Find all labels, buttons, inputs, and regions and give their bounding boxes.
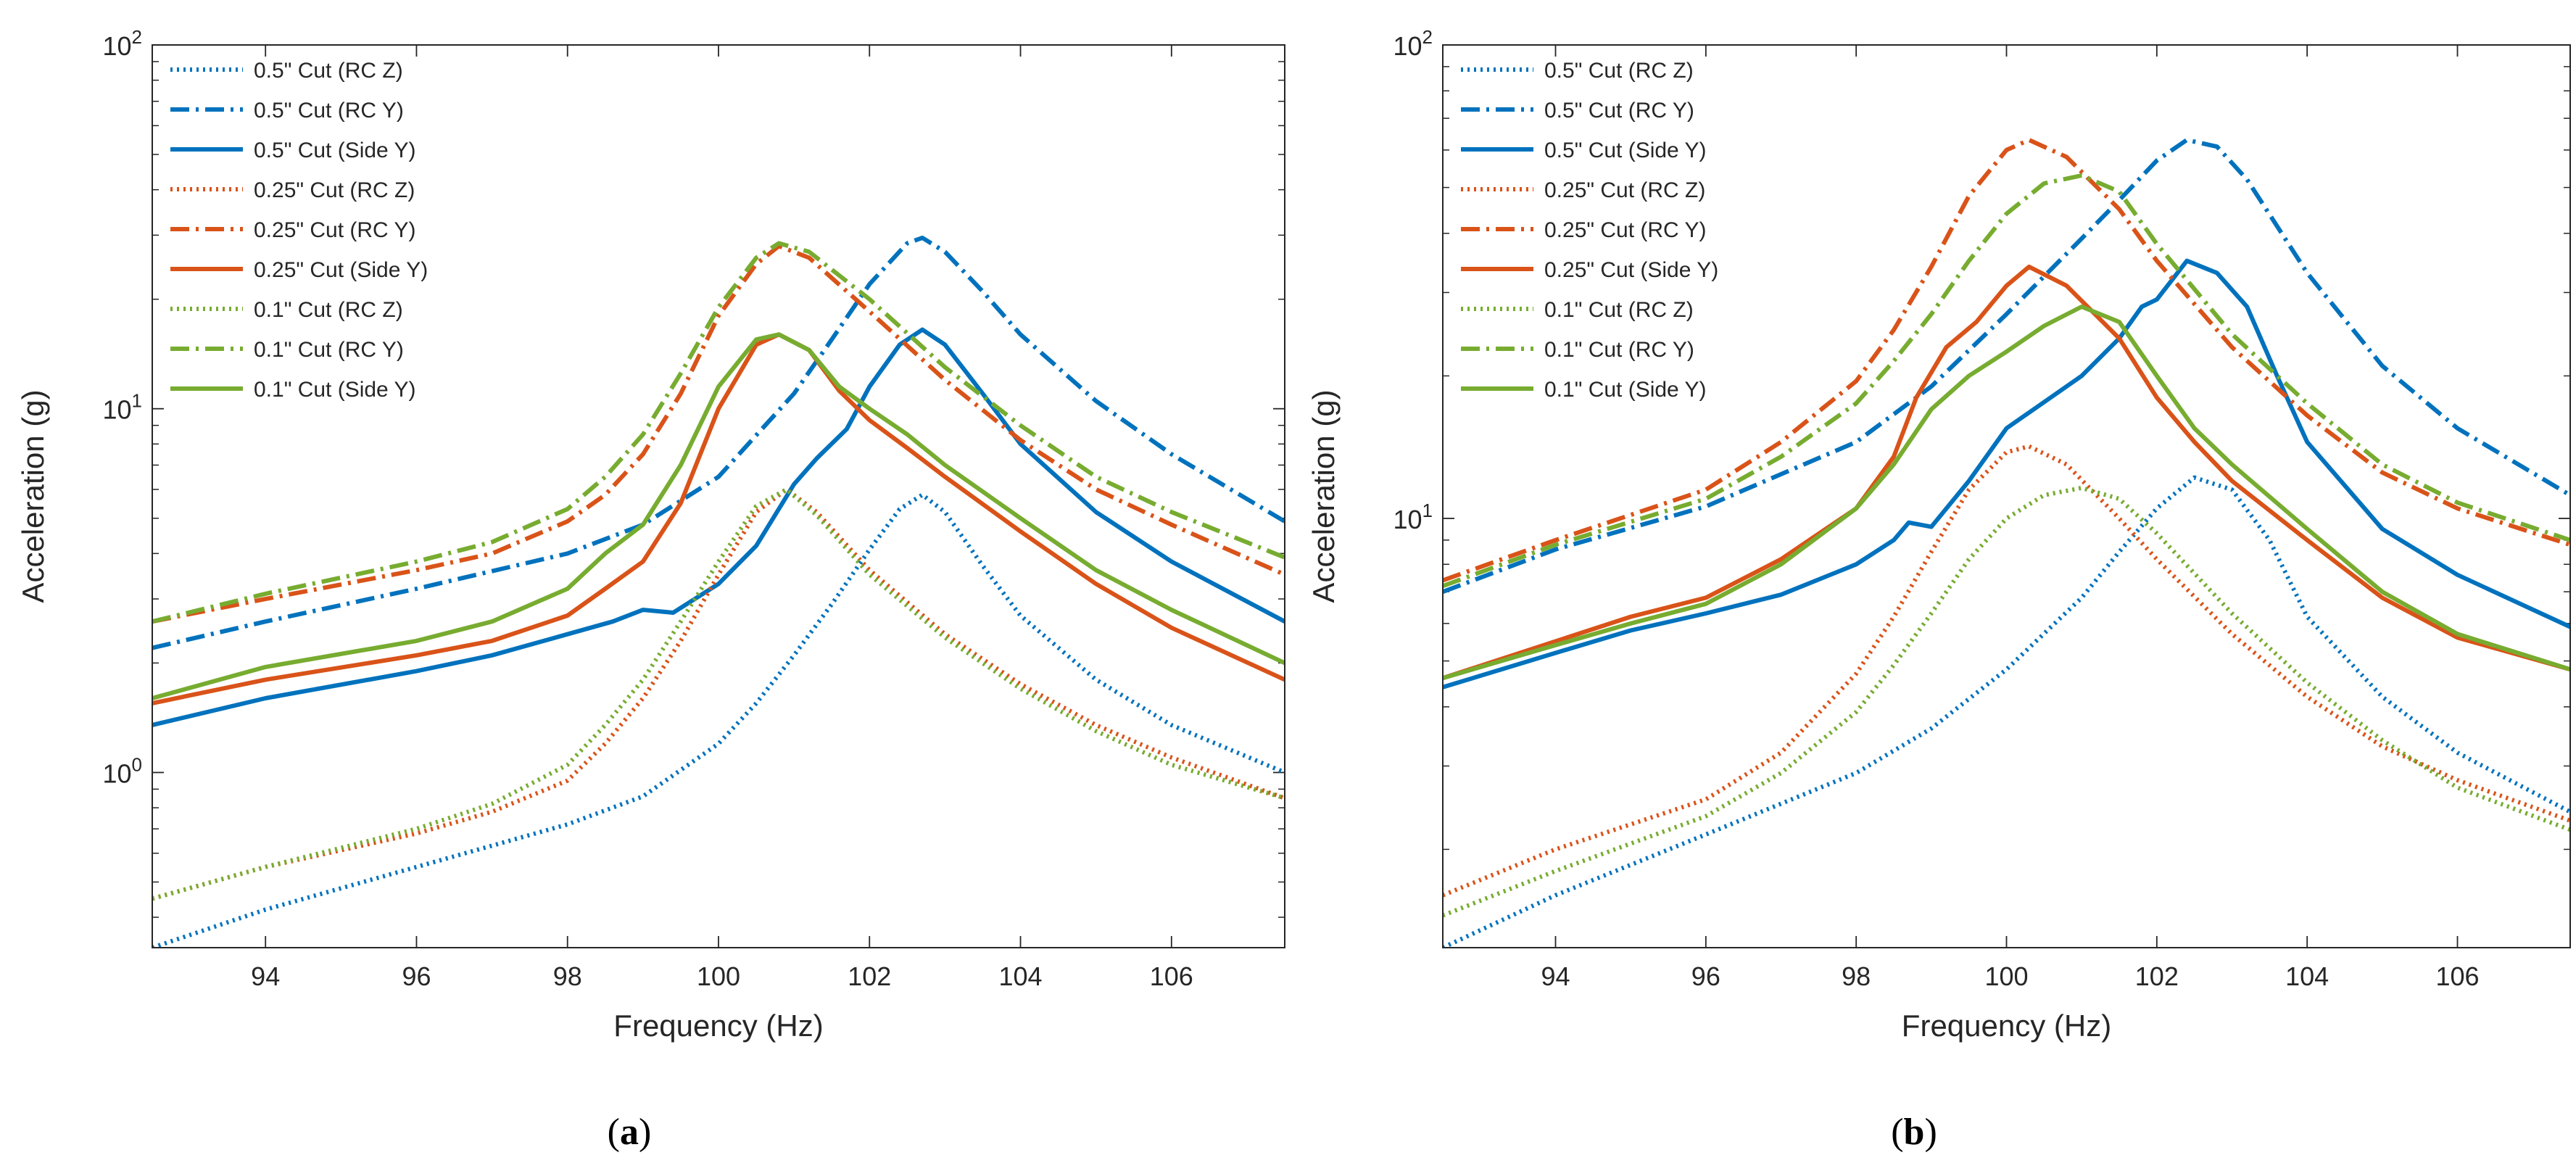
caption-a: (a) (608, 1112, 652, 1153)
series-line (1443, 305, 2570, 681)
series-line (152, 241, 1285, 624)
series-line (1443, 475, 2570, 948)
y-tick-label: 102 (1393, 26, 1433, 61)
caption-a-letter: a (620, 1112, 639, 1153)
series-line (152, 327, 1285, 727)
y-tick-label: 101 (102, 390, 142, 425)
caption-b-letter: b (1904, 1112, 1925, 1153)
legend-label: 0.5" Cut (Side Y) (254, 138, 416, 162)
series-line (152, 487, 1285, 901)
legend-label: 0.25" Cut (RC Y) (1544, 218, 1707, 242)
x-tick-label: 94 (1541, 961, 1570, 991)
x-tick-label: 102 (2135, 961, 2179, 991)
series-line (152, 332, 1285, 700)
x-tick-label: 96 (402, 961, 431, 991)
series-group (1443, 138, 2570, 948)
y-tick-label: 100 (102, 753, 142, 788)
series-line (1443, 444, 2570, 898)
x-tick-label: 98 (1842, 961, 1871, 991)
caption-b: (b) (1891, 1112, 1937, 1153)
legend-label: 0.5" Cut (RC Y) (254, 99, 404, 123)
x-tick-label: 96 (1691, 961, 1720, 991)
legend-label: 0.1" Cut (RC Z) (254, 298, 403, 322)
legend: 0.5" Cut (RC Z) 0.5" Cut (RC Y) 0.5" Cut (… (170, 59, 428, 402)
legend-label: 0.5" Cut (RC Y) (1544, 99, 1694, 123)
axes-frame (1442, 44, 2571, 948)
series-line (1443, 264, 2570, 681)
y-axis-label: Acceleration (g) (1306, 389, 1341, 603)
axes-frame (152, 44, 1285, 948)
y-tick-label: 102 (102, 26, 142, 61)
plot-area (1443, 45, 2570, 948)
legend-label: 0.25" Cut (RC Z) (1544, 178, 1705, 202)
x-tick-label: 104 (2285, 961, 2329, 991)
legend-label: 0.1" Cut (RC Y) (1544, 338, 1694, 362)
x-tick-label: 104 (998, 961, 1042, 991)
x-tick-label: 98 (553, 961, 582, 991)
series-line (152, 236, 1285, 650)
x-axis-label: Frequency (Hz) (1902, 1009, 2111, 1043)
series-group (152, 236, 1285, 948)
legend-label: 0.5" Cut (RC Z) (254, 59, 403, 83)
series-line (1443, 173, 2570, 589)
legend-label: 0.1" Cut (Side Y) (254, 378, 416, 402)
chart-panel-b: 101 102 94 96 98 100 102 104 106 Frequency (Hz) Ac… (1306, 26, 2571, 1043)
series-line (1443, 258, 2570, 690)
legend-label: 0.5" Cut (RC Z) (1544, 59, 1694, 83)
plot-area (152, 45, 1285, 948)
legend-label: 0.1" Cut (RC Y) (254, 338, 404, 362)
chart-panel-a: 100 101 102 94 96 98 100 102 104 106 Frequency (Hz… (16, 26, 1285, 1043)
y-tick-label: 101 (1393, 500, 1433, 534)
legend-label: 0.25" Cut (Side Y) (1544, 258, 1718, 282)
legend-label: 0.25" Cut (RC Y) (254, 218, 416, 242)
legend-label: 0.25" Cut (RC Z) (254, 178, 415, 202)
legend-label: 0.1" Cut (RC Z) (1544, 298, 1694, 322)
series-line (1443, 138, 2570, 595)
x-tick-label: 106 (1150, 961, 1193, 991)
x-axis-label: Frequency (Hz) (613, 1009, 823, 1043)
series-line (1443, 485, 2570, 918)
legend-label: 0.25" Cut (Side Y) (254, 258, 428, 282)
x-tick-label: 100 (1984, 961, 2028, 991)
x-tick-label: 106 (2435, 961, 2479, 991)
x-tick-label: 102 (848, 961, 891, 991)
x-tick-label: 94 (251, 961, 280, 991)
legend-label: 0.1" Cut (Side Y) (1544, 378, 1707, 402)
series-line (152, 332, 1285, 705)
series-line (1443, 138, 2570, 583)
x-tick-label: 100 (697, 961, 740, 991)
legend: 0.5" Cut (RC Z) 0.5" Cut (RC Y) 0.5" Cut (… (1461, 59, 1718, 402)
series-line (152, 487, 1285, 901)
y-axis-label: Acceleration (g) (16, 389, 50, 603)
legend-label: 0.5" Cut (Side Y) (1544, 138, 1707, 162)
